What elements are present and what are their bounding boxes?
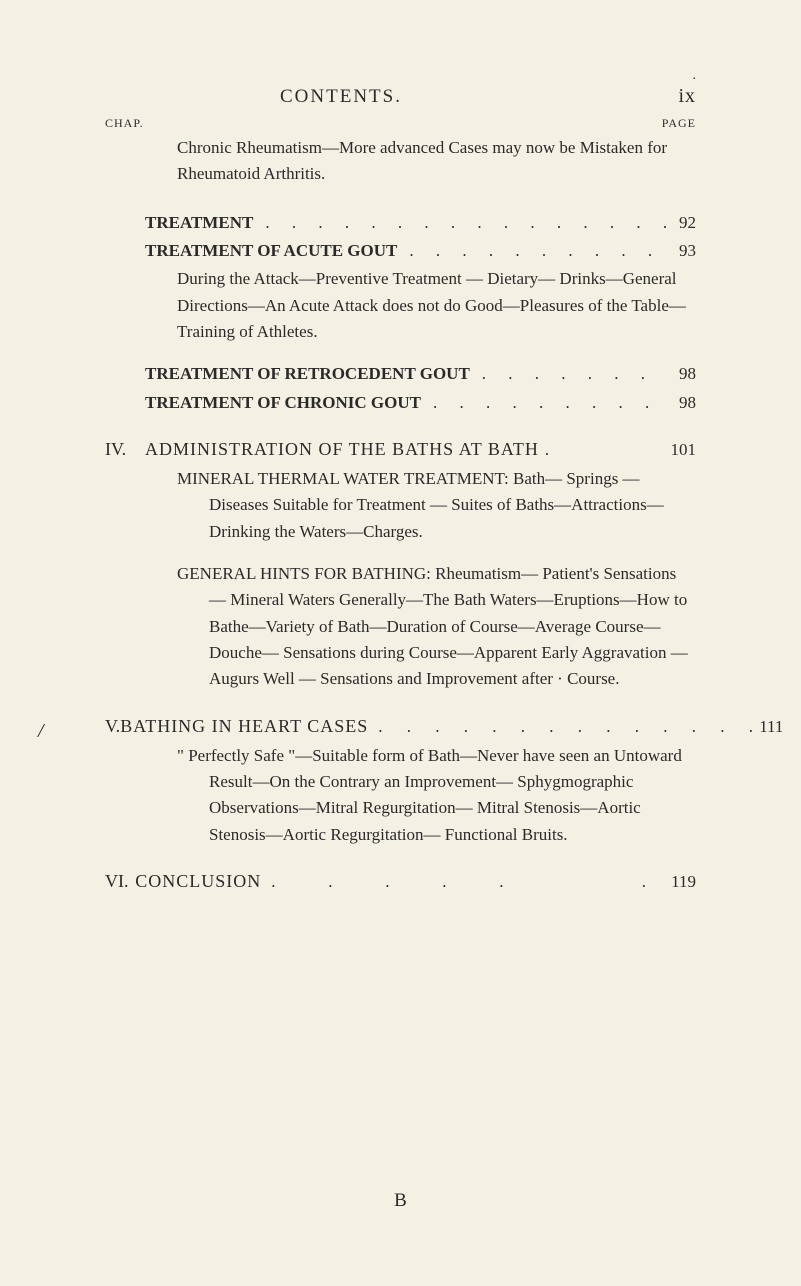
chapter-roman: V. [105, 713, 120, 741]
page-content: . CONTENTS. ix CHAP. PAGE Chronic Rheuma… [105, 85, 696, 896]
chapter-iv-line: IV. ADMINISTRATION OF THE BATHS AT BATH … [105, 436, 696, 464]
leader-dots: . . . . . . . . . . . . . . . . . . . [470, 361, 666, 387]
entry-retrocedent: TREATMENT OF RETROCEDENT GOUT . . . . . … [145, 361, 696, 387]
entry-acute-gout: TREATMENT OF ACUTE GOUT . . . . . . . . … [145, 238, 696, 264]
page-number-roman: ix [678, 85, 696, 108]
chap-page-label-line: CHAP. PAGE [105, 116, 696, 131]
iv-sub-section-2: GENERAL HINTS FOR BATHING: Rheumatism— P… [177, 561, 696, 693]
chapter-roman: IV. [105, 436, 145, 464]
leader-dots: . . . . . . . . . . . . . . . . . . . [397, 238, 666, 264]
sub-text-acute-gout: During the Attack—Preventive Treatment —… [177, 266, 696, 345]
intro-body-text: Chronic Rheumatism—More advanced Cases m… [177, 135, 696, 188]
entry-treatment: TREATMENT . . . . . . . . . . . . . . . … [145, 210, 696, 236]
iv-sub-text-1: MINERAL THERMAL WATER TREATMENT: Bath— S… [209, 466, 696, 545]
dot-accent: . [693, 68, 697, 84]
entry-label: TREATMENT OF RETROCEDENT GOUT [145, 361, 470, 387]
chapter-vi-line: VI. CONCLUSION . . . . . . 119 [105, 868, 696, 896]
chapter-page-number: 101 [666, 437, 696, 463]
chapter-page-number: 119 [666, 869, 696, 895]
entry-page-number: 98 [666, 361, 696, 387]
v-sub-text: " Perfectly Safe "—Suitable form of Bath… [209, 743, 696, 848]
chapter-v-line: V. BATHING IN HEART CASES . . . . . . . … [105, 713, 696, 741]
leader-dots: . . . . . . [261, 869, 666, 895]
footer-signature-letter: B [394, 1190, 407, 1212]
entry-page-number: 92 [666, 210, 696, 236]
header-line: CONTENTS. ix [105, 85, 696, 108]
entry-label: TREATMENT [145, 210, 253, 236]
chapter-title: BATHING IN HEART CASES [120, 713, 368, 741]
margin-slash-mark: / [38, 720, 44, 743]
entry-chronic: TREATMENT OF CHRONIC GOUT . . . . . . . … [145, 390, 696, 416]
chapter-roman: VI. [105, 868, 135, 896]
leader-dots: . . . . . . . . . . . . . . . . . . . [253, 210, 666, 236]
iv-sub-text-2: GENERAL HINTS FOR BATHING: Rheumatism— P… [209, 561, 696, 693]
leader-dots: . . . . . . . . . . . . . . . . . . . [421, 390, 666, 416]
entry-label: TREATMENT OF ACUTE GOUT [145, 238, 397, 264]
leader-dots: . . . . . . . . . . . . . . . . . . . [368, 714, 753, 740]
chapter-page-number: 111 [753, 714, 783, 740]
v-sub-section: " Perfectly Safe "—Suitable form of Bath… [177, 743, 696, 848]
chapter-title: CONCLUSION [135, 868, 261, 896]
chapter-title: ADMINISTRATION OF THE BATHS AT BATH [145, 436, 539, 464]
contents-title: CONTENTS. [280, 86, 402, 108]
entry-label: TREATMENT OF CHRONIC GOUT [145, 390, 421, 416]
entry-page-number: 98 [666, 390, 696, 416]
page-label: PAGE [662, 116, 696, 131]
entry-page-number: 93 [666, 238, 696, 264]
chap-label: CHAP. [105, 116, 144, 131]
iv-sub-section-1: MINERAL THERMAL WATER TREATMENT: Bath— S… [177, 466, 696, 545]
